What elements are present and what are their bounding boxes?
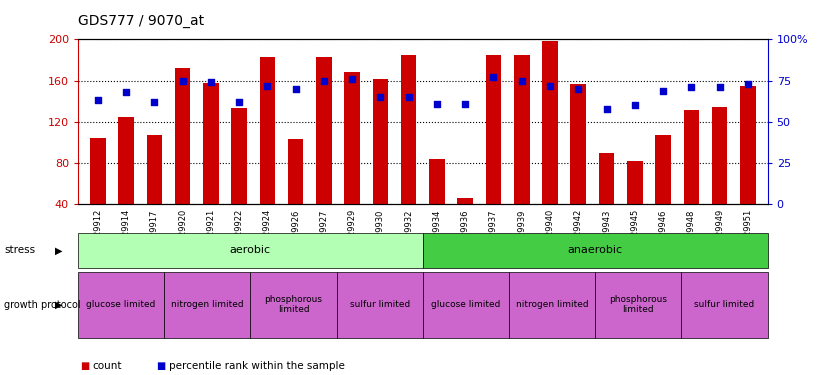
Point (261, 82, 274, 88)
Text: sulfur limited: sulfur limited (695, 300, 754, 309)
Bar (259, 57, 275, 204)
Point (91, 98, 104, 104)
Point (544, 82, 557, 88)
Bar (175, 68, 190, 204)
Text: glucose limited: glucose limited (86, 300, 156, 309)
Text: nitrogen limited: nitrogen limited (516, 300, 589, 309)
Bar (232, 108, 247, 204)
Bar (344, 72, 360, 204)
Bar (599, 153, 614, 204)
Point (346, 76, 359, 82)
Point (318, 78, 331, 84)
Bar (655, 135, 671, 204)
Point (713, 84, 726, 90)
Bar (740, 86, 755, 204)
Bar (514, 55, 530, 204)
Text: nitrogen limited: nitrogen limited (171, 300, 244, 309)
Bar (146, 135, 162, 204)
Text: aerobic: aerobic (230, 245, 271, 255)
Point (430, 101, 443, 107)
Point (685, 84, 698, 90)
Point (657, 87, 670, 93)
Point (289, 86, 302, 92)
Point (628, 102, 641, 108)
Text: count: count (93, 361, 122, 370)
Text: ■: ■ (156, 361, 165, 370)
Text: phosphorous
limited: phosphorous limited (264, 295, 323, 314)
Point (176, 78, 189, 84)
Text: growth protocol: growth protocol (4, 300, 80, 310)
Bar (401, 55, 416, 204)
Bar (203, 83, 218, 204)
Bar (90, 138, 106, 204)
Bar (429, 159, 445, 204)
Text: percentile rank within the sample: percentile rank within the sample (169, 361, 345, 370)
Text: ▶: ▶ (55, 300, 63, 310)
Point (515, 78, 528, 84)
Bar (316, 57, 332, 204)
Text: ▶: ▶ (55, 245, 63, 255)
Point (487, 74, 500, 80)
Point (741, 81, 754, 87)
Point (459, 101, 472, 107)
Text: phosphorous
limited: phosphorous limited (609, 295, 667, 314)
Bar (118, 117, 134, 204)
Bar (373, 79, 388, 204)
Bar (457, 198, 473, 204)
Text: stress: stress (4, 245, 35, 255)
Point (120, 89, 133, 95)
Text: ■: ■ (80, 361, 89, 370)
Point (204, 79, 218, 85)
Point (232, 99, 245, 105)
Bar (486, 55, 502, 204)
Point (402, 94, 415, 100)
Bar (542, 42, 557, 204)
Point (374, 94, 387, 100)
Point (571, 86, 585, 92)
Bar (627, 161, 643, 204)
Bar (712, 107, 727, 204)
Point (148, 99, 161, 105)
Point (600, 106, 613, 112)
Bar (571, 84, 586, 204)
Text: GDS777 / 9070_at: GDS777 / 9070_at (78, 14, 204, 28)
Text: glucose limited: glucose limited (431, 300, 501, 309)
Text: sulfur limited: sulfur limited (350, 300, 410, 309)
Text: anaerobic: anaerobic (567, 245, 623, 255)
Bar (684, 110, 699, 204)
Bar (288, 140, 304, 204)
